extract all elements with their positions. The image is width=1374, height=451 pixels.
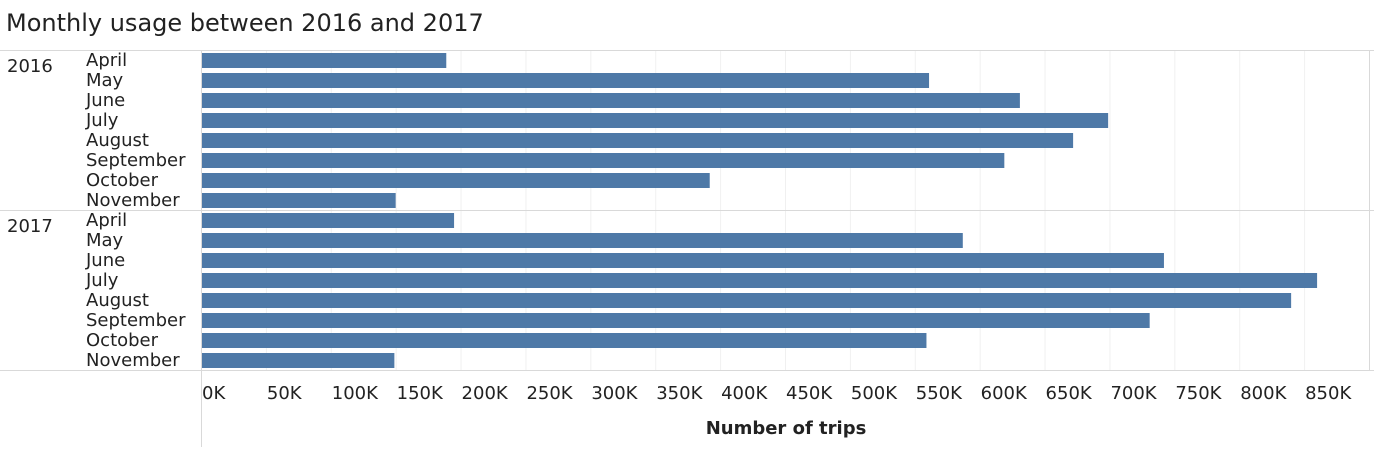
- month-label: July: [85, 110, 119, 131]
- bar: [202, 333, 927, 348]
- bar: [202, 313, 1150, 328]
- month-label: October: [86, 330, 159, 351]
- x-tick-label: 350K: [656, 383, 703, 404]
- year-label: 2016: [7, 56, 53, 77]
- month-label: July: [85, 270, 119, 291]
- bar: [202, 53, 447, 68]
- x-tick-label: 650K: [1046, 383, 1093, 404]
- year-label: 2017: [7, 216, 53, 237]
- bar: [202, 93, 1020, 108]
- month-label: April: [86, 210, 127, 231]
- x-tick-label: 400K: [721, 383, 768, 404]
- x-tick-label: 50K: [267, 383, 303, 404]
- month-label: April: [86, 50, 127, 71]
- x-tick-label: 800K: [1240, 383, 1287, 404]
- month-label: June: [85, 90, 125, 111]
- chart-title: Monthly usage between 2016 and 2017: [6, 9, 484, 37]
- month-label: November: [86, 190, 180, 211]
- bar: [202, 213, 455, 228]
- month-label: August: [86, 290, 149, 311]
- bar: [202, 253, 1164, 268]
- x-tick-label: 600K: [981, 383, 1028, 404]
- x-tick-label: 550K: [916, 383, 963, 404]
- x-tick-label: 750K: [1175, 383, 1222, 404]
- bar-layer: [202, 53, 1318, 368]
- x-tick-label: 150K: [397, 383, 444, 404]
- bar: [202, 173, 710, 188]
- x-tick-label: 200K: [462, 383, 509, 404]
- month-label: May: [86, 70, 124, 91]
- x-tick-label: 100K: [332, 383, 379, 404]
- bar: [202, 153, 1005, 168]
- month-label: May: [86, 230, 124, 251]
- bar: [202, 113, 1109, 128]
- frame-layer: [0, 50, 1374, 447]
- tick-layer: 0K 50K 100K 150K 200K 250K 300K 350K 400K 450K 500…: [202, 383, 1352, 404]
- x-tick-label: 0K: [202, 383, 226, 404]
- x-tick-label: 300K: [591, 383, 638, 404]
- bar: [202, 193, 396, 208]
- x-tick-label: 850K: [1305, 383, 1352, 404]
- bar: [202, 73, 930, 88]
- bar: [202, 233, 963, 248]
- x-tick-label: 500K: [851, 383, 898, 404]
- month-label: September: [86, 150, 186, 171]
- bar: [202, 353, 395, 368]
- month-label: June: [85, 250, 125, 271]
- bar: [202, 273, 1318, 288]
- month-label: September: [86, 310, 186, 331]
- bar: [202, 293, 1292, 308]
- month-label: October: [86, 170, 159, 191]
- month-label: August: [86, 130, 149, 151]
- x-axis-title: Number of trips: [706, 418, 867, 439]
- x-tick-label: 700K: [1110, 383, 1157, 404]
- bar: [202, 133, 1074, 148]
- label-layer: 2016 AprilMayJuneJulyAugustSeptemberOctob…: [7, 50, 186, 371]
- x-tick-label: 250K: [526, 383, 573, 404]
- month-label: November: [86, 350, 180, 371]
- x-tick-label: 450K: [786, 383, 833, 404]
